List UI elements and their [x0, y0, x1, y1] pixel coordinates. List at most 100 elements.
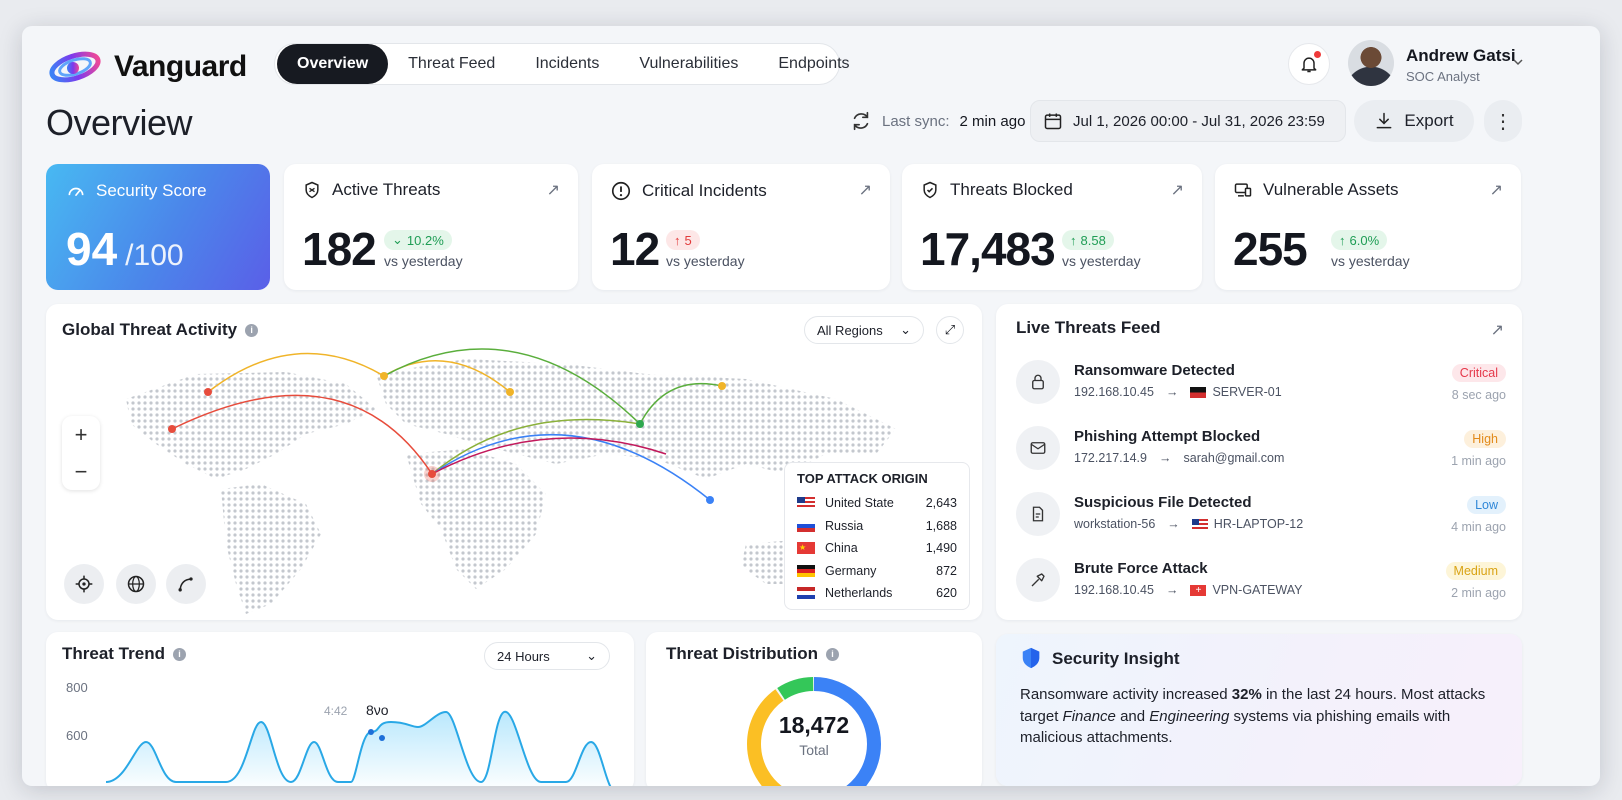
- last-sync: Last sync: 2 min ago: [850, 110, 1025, 132]
- devices-icon: [1234, 183, 1252, 197]
- arrow-up-right-icon[interactable]: ↗: [1489, 182, 1503, 199]
- attack-arcs: [171, 348, 723, 501]
- ch-flag-icon: +: [1190, 584, 1207, 596]
- tab-threat-feed[interactable]: Threat Feed: [408, 55, 496, 72]
- date-range-value: Jul 1, 2026 00:00 - Jul 31, 2026 23:59: [1073, 112, 1325, 130]
- arrow-up-right-icon[interactable]: ↗: [1490, 322, 1504, 339]
- origin-title: TOP ATTACK ORIGIN: [797, 471, 928, 486]
- feed-item[interactable]: Phishing Attempt Blocked 172.217.14.9 → sa…: [1016, 424, 1506, 472]
- arrow-up-icon: ↑: [1070, 232, 1077, 248]
- stat-delta: ↑ 8.58: [1062, 230, 1114, 250]
- notification-dot: [1314, 51, 1321, 58]
- arrow-up-right-icon[interactable]: ↗: [546, 182, 560, 199]
- stat-compare: vs yesterday: [1062, 253, 1141, 269]
- vulnerable-assets-card[interactable]: Vulnerable Assets ↗ 255 ↑ 6.0% vs yesterd…: [1215, 164, 1521, 290]
- arrow-up-right-icon[interactable]: ↗: [1170, 182, 1184, 199]
- stat-value: 17,483: [920, 223, 1056, 275]
- refresh-icon[interactable]: [850, 110, 872, 132]
- active-threats-card[interactable]: Active Threats ↗ 182 ⌄ 10.2% vs yesterday: [284, 164, 578, 290]
- stat-delta: ↑ 6.0%: [1331, 230, 1388, 250]
- score-value: 94: [66, 223, 118, 275]
- security-score-card[interactable]: Security Score 94 /100: [46, 164, 270, 290]
- user-name[interactable]: Andrew Gatsi: [1406, 46, 1516, 65]
- region-select[interactable]: All Regions ⌄: [804, 316, 924, 344]
- top-attack-origin: TOP ATTACK ORIGIN United State 2,643 Russ…: [784, 462, 970, 610]
- stat-label: Threats Blocked: [950, 180, 1073, 199]
- y-tick: 600: [66, 728, 88, 743]
- origin-row[interactable]: ★ China 1,490: [797, 541, 957, 556]
- us-flag-icon: [797, 497, 815, 510]
- origin-row[interactable]: Russia 1,688: [797, 515, 957, 538]
- mail-icon: [1030, 442, 1046, 454]
- continents: [126, 359, 896, 614]
- trend-line: [105, 710, 612, 786]
- feed-item[interactable]: Suspicious File Detected workstation-56 →…: [1016, 490, 1506, 538]
- app-window: Vanguard Overview Threat Feed Incidents …: [22, 26, 1600, 786]
- time-range-select[interactable]: 24 Hours ⌄: [484, 642, 610, 670]
- panel-title: Threat Distribution i: [666, 644, 840, 664]
- main-nav: Overview Threat Feed Incidents Vulnerabi…: [274, 43, 850, 85]
- zoom-in-icon[interactable]: +: [74, 421, 88, 447]
- zoom-out-icon[interactable]: −: [74, 458, 88, 484]
- feed-time: 2 min ago: [1451, 586, 1506, 600]
- route-button[interactable]: [166, 564, 206, 604]
- origin-row[interactable]: United State 2,643: [797, 492, 957, 515]
- tab-incidents[interactable]: Incidents: [535, 55, 600, 72]
- stat-compare: vs yesterday: [384, 253, 463, 269]
- arrow-up-icon: ↑: [1339, 232, 1346, 248]
- tab-endpoints[interactable]: Endpoints: [778, 55, 850, 72]
- panel-title: Live Threats Feed: [1016, 318, 1161, 337]
- gauge-icon: [68, 187, 84, 196]
- globe-button[interactable]: [116, 564, 156, 604]
- panel-title: Threat Trend i: [62, 644, 186, 664]
- avatar[interactable]: [1348, 40, 1394, 86]
- sync-label: Last sync:: [882, 112, 950, 130]
- stat-compare: vs yesterday: [666, 253, 745, 269]
- export-button[interactable]: Export: [1354, 100, 1474, 142]
- origin-row[interactable]: Netherlands 620: [797, 582, 957, 605]
- zoom-controls: + −: [62, 416, 100, 490]
- stat-delta: ↑ 5: [666, 230, 700, 250]
- expand-icon[interactable]: ⤢: [936, 316, 964, 344]
- stat-value: 255: [1233, 223, 1308, 275]
- threat-trend-panel: Threat Trend i 24 Hours ⌄ 800 600 4:42 8νο: [46, 632, 634, 786]
- feed-item[interactable]: Brute Force Attack 192.168.10.45 → + VPN-GA…: [1016, 556, 1506, 604]
- donut-segment: [747, 677, 881, 786]
- tab-overview[interactable]: Overview: [277, 44, 389, 84]
- threats-blocked-card[interactable]: Threats Blocked ↗ 17,483 ↑ 8.58 vs yester…: [902, 164, 1202, 290]
- more-menu-button[interactable]: ⋮: [1484, 100, 1522, 142]
- info-icon[interactable]: i: [826, 647, 840, 661]
- distribution-total: 18,472: [778, 712, 850, 738]
- stat-label: Active Threats: [332, 180, 441, 199]
- arrow-up-right-icon[interactable]: ↗: [858, 182, 872, 199]
- chevron-down-icon: ⌄: [586, 648, 597, 663]
- lock-icon: [1032, 374, 1044, 390]
- locate-button[interactable]: [64, 564, 104, 604]
- brand-logo[interactable]: Vanguard: [46, 44, 247, 90]
- critical-incidents-card[interactable]: Critical Incidents ↗ 12 ↑ 5 vs yesterday: [592, 164, 890, 290]
- y-tick: 800: [66, 680, 88, 695]
- tab-vulnerabilities[interactable]: Vulnerabilities: [639, 55, 739, 72]
- feed-item[interactable]: Ransomware Detected 192.168.10.45 → SERVER…: [1016, 358, 1506, 406]
- origin-row[interactable]: Germany 872: [797, 560, 957, 583]
- security-insight-panel: Security Insight Ransomware activity inc…: [996, 634, 1522, 786]
- info-icon[interactable]: i: [172, 647, 186, 661]
- calendar-icon: [1044, 113, 1062, 130]
- insight-body: Ransomware activity increased 32% in the…: [1020, 686, 1486, 746]
- info-icon[interactable]: i: [245, 323, 259, 337]
- date-range-picker[interactable]: Jul 1, 2026 00:00 - Jul 31, 2026 23:59: [1030, 100, 1346, 142]
- distribution-donut: [747, 677, 881, 786]
- insight-title: Security Insight: [1052, 649, 1180, 668]
- score-max: /100: [125, 239, 184, 272]
- shield-icon: [1022, 647, 1040, 669]
- flag-icon: [1190, 386, 1207, 398]
- feed-time: 8 sec ago: [1451, 388, 1506, 402]
- chevron-down-icon[interactable]: [1512, 56, 1524, 68]
- trend-point: [379, 735, 385, 741]
- route-icon: [178, 577, 193, 592]
- vanguard-logo-icon: [49, 51, 101, 83]
- sync-value: 2 min ago: [959, 112, 1026, 130]
- de-flag-icon: [797, 564, 815, 577]
- notifications-button[interactable]: [1288, 43, 1330, 85]
- feed-time: 4 min ago: [1451, 520, 1506, 534]
